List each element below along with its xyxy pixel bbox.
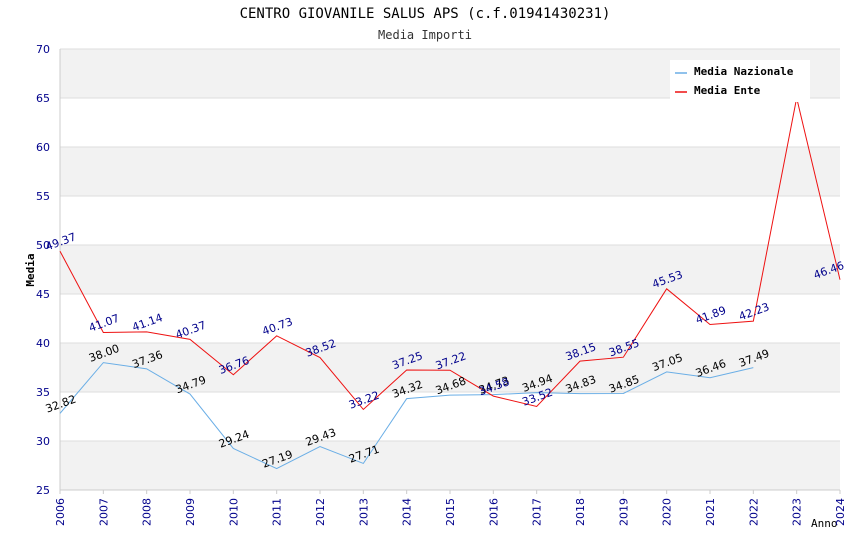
x-tick-label: 2012 [314,498,327,526]
x-tick-label: 2006 [54,498,67,526]
legend-background [670,60,810,102]
series-line-nazionale [59,362,754,470]
y-tick-label: 70 [36,43,50,56]
grid-lines [60,48,840,491]
x-tick-label: 2020 [661,498,674,526]
x-tick-label: 2016 [487,498,500,526]
grid-band [60,441,840,490]
data-label-ente: 41.07 [87,312,121,335]
grid-band [60,245,840,294]
legend: Media Nazionale Media Ente [670,60,810,102]
y-tick-label: 25 [36,484,50,497]
grid-bands [60,49,840,490]
y-tick-label: 35 [36,386,50,399]
x-tick-labels: 2006 2007 2008 2009 2010 2011 2012 2013 2014 2015… [54,490,847,526]
data-label-ente: 42.23 [737,300,771,323]
x-tick-label: 2019 [617,498,630,526]
x-tick-label: 2008 [141,498,154,526]
x-tick-label: 2013 [357,498,370,526]
y-tick-label: 30 [36,435,50,448]
grid-band [60,147,840,196]
x-tick-label: 2018 [574,498,587,526]
x-tick-label: 2007 [97,498,110,526]
legend-label-ente: Media Ente [694,84,761,97]
y-tick-label: 60 [36,141,50,154]
x-tick-label: 2017 [531,498,544,526]
y-axis-label: Media [24,253,37,286]
x-tick-label: 2015 [444,498,457,526]
chart-title: CENTRO GIOVANILE SALUS APS (c.f.01941430… [240,6,611,22]
grid-band [60,343,840,392]
y-tick-label: 45 [36,288,50,301]
series-line-ente [59,97,841,411]
y-tick-labels: 25 30 35 40 45 50 55 60 65 70 [36,43,50,497]
x-tick-label: 2023 [791,498,804,526]
data-label-ente: 40.37 [174,319,208,342]
x-tick-label: 2010 [227,498,240,526]
x-tick-label: 2022 [747,498,760,526]
x-tick-label: 2009 [184,498,197,526]
y-tick-label: 65 [36,92,50,105]
series-lines [59,97,841,470]
y-tick-label: 50 [36,239,50,252]
data-label-ente: 40.73 [260,315,294,338]
x-tick-label: 2021 [704,498,717,526]
legend-label-nazionale: Media Nazionale [694,65,794,78]
x-tick-label: 2011 [271,498,284,526]
data-label-ente: 41.14 [130,311,164,334]
y-tick-label: 55 [36,190,50,203]
y-tick-label: 40 [36,337,50,350]
chart-subtitle: Media Importi [378,28,472,42]
x-tick-label: 2014 [401,498,414,526]
x-tick-label: 2024 [834,498,847,526]
x-axis-label: Anno [811,517,838,530]
